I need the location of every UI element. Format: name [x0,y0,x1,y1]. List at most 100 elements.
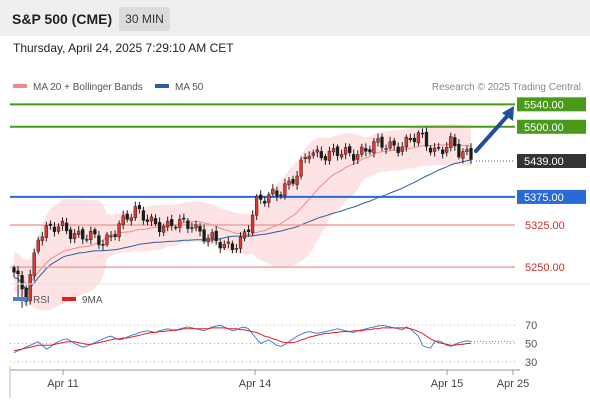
candle-body [161,225,166,233]
candle-body [157,222,162,233]
ma50-legend-swatch [155,84,169,88]
candle-body [64,222,69,232]
candle [311,149,315,159]
candle [97,230,101,249]
ma20-legend-label: MA 20 + Bollinger Bands [33,82,143,93]
candle-body [441,149,445,155]
candle [372,138,376,158]
candle-body [380,136,384,148]
candle-body [145,219,150,222]
candle [376,133,380,147]
timeframe-badge[interactable]: 30 MIN [119,7,170,31]
candle-body [166,220,170,228]
candle [287,177,291,190]
candle [364,143,368,157]
candle-body [465,149,469,152]
candle-body [331,148,336,153]
candle-body [343,147,348,155]
candle [441,146,445,159]
candle [60,217,65,231]
candle [335,144,340,161]
candle [85,234,89,243]
candle-body [36,239,40,252]
candle [254,194,259,220]
candle [263,196,267,207]
candle-body [105,234,109,245]
candle [352,149,356,165]
chart-timestamp: Thursday, April 24, 2025 7:29:10 AM CET [13,41,234,55]
candle-body [24,287,28,302]
moving-averages [13,143,472,291]
time-axis-ticks: Apr 11 Apr 14 Apr 15 Apr 25 [47,370,529,390]
candle-body [97,235,101,246]
candle-body [287,180,291,186]
candle [392,137,396,151]
ma20-legend-swatch [13,84,27,88]
candle [436,143,441,151]
level-label-bg-5540.00 [517,97,586,112]
candle-body [339,154,344,158]
candle [206,234,210,247]
candle [343,143,348,160]
candle [348,143,352,157]
candle-body [424,131,429,147]
level-label-5325.00: 5325.00 [525,220,565,232]
candle-body [449,136,453,148]
candle-body [368,149,372,153]
candle-body [352,154,356,161]
candle-body [246,229,251,232]
candle [157,217,162,237]
candle-body [376,138,380,143]
candle [68,226,73,244]
candle [279,191,283,200]
candle [81,226,85,245]
candle [174,224,178,231]
candle-body [242,231,247,239]
candle-body [335,146,340,156]
candle [137,201,142,214]
candle [141,206,146,225]
candle [384,144,388,154]
candle [24,285,28,306]
candle-body [364,148,368,152]
candle-body [299,159,303,177]
candle [226,236,230,249]
candle [186,217,190,234]
candle [315,145,319,158]
candle-body [125,213,129,220]
candle-body [56,226,61,232]
candle-body [28,274,32,302]
level-label-bg-5439.00 [517,154,586,169]
bollinger-bands [14,123,471,311]
candle [259,190,263,204]
candle [299,156,303,180]
candle-body [133,206,137,219]
candle [64,217,69,235]
candle-body [60,220,65,227]
candle-body [356,154,360,160]
candle-body [202,229,206,242]
rsi-tick-50: 50 [525,339,537,351]
candle [125,210,129,223]
candle [28,269,32,305]
candle-body [275,190,279,197]
level-label-5540.00: 5540.00 [524,99,564,111]
candle-body [271,188,275,195]
candle-body [137,205,142,210]
candle-body [412,137,417,143]
candle-body [259,194,263,200]
level-label-bg-5375.00 [517,189,586,204]
candle [453,133,457,151]
rsi-tick-70: 70 [525,320,537,332]
ma9-legend-label: 9MA [82,295,103,306]
candle-body [432,147,437,152]
candle-body [85,238,89,241]
candle [117,220,121,242]
candle [166,216,170,232]
ma9-legend-swatch [62,297,76,301]
ma20-line [13,143,472,285]
candle-body [210,232,214,240]
candle-body [206,237,210,243]
candle-body [291,179,295,184]
chart-header: S&P 500 (CME) 30 MIN [0,0,590,36]
